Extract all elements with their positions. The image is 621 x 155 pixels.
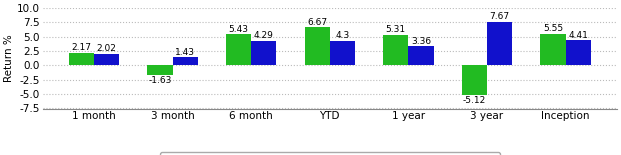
Text: 5.55: 5.55 [543, 24, 563, 33]
Bar [147, 66, 173, 75]
Bar [251, 41, 276, 66]
Bar [305, 27, 330, 66]
Y-axis label: Return %: Return % [4, 34, 14, 82]
Text: 2.17: 2.17 [71, 43, 91, 52]
Text: 4.3: 4.3 [335, 31, 350, 40]
Text: 1.43: 1.43 [175, 48, 195, 57]
Bar [487, 22, 512, 66]
Text: 3.36: 3.36 [411, 37, 431, 46]
Text: 5.43: 5.43 [229, 25, 248, 34]
Bar [540, 34, 566, 66]
Bar [94, 54, 119, 66]
Text: 4.29: 4.29 [254, 31, 274, 40]
Bar [566, 40, 591, 66]
Text: 5.31: 5.31 [386, 25, 406, 34]
Text: 6.67: 6.67 [307, 18, 327, 27]
Bar [173, 57, 197, 66]
Legend: Earnings Estimate Upgrades Monthly Strategy, S&P/TSX: Earnings Estimate Upgrades Monthly Strat… [160, 152, 500, 155]
Bar [383, 35, 409, 66]
Bar [226, 34, 251, 66]
Bar [409, 46, 433, 66]
Bar [330, 41, 355, 66]
Text: -5.12: -5.12 [463, 95, 486, 104]
Bar [462, 66, 487, 95]
Bar [69, 53, 94, 66]
Text: 7.67: 7.67 [489, 12, 510, 21]
Text: -1.63: -1.63 [148, 75, 171, 84]
Text: 2.02: 2.02 [97, 44, 117, 53]
Text: 4.41: 4.41 [568, 31, 588, 40]
